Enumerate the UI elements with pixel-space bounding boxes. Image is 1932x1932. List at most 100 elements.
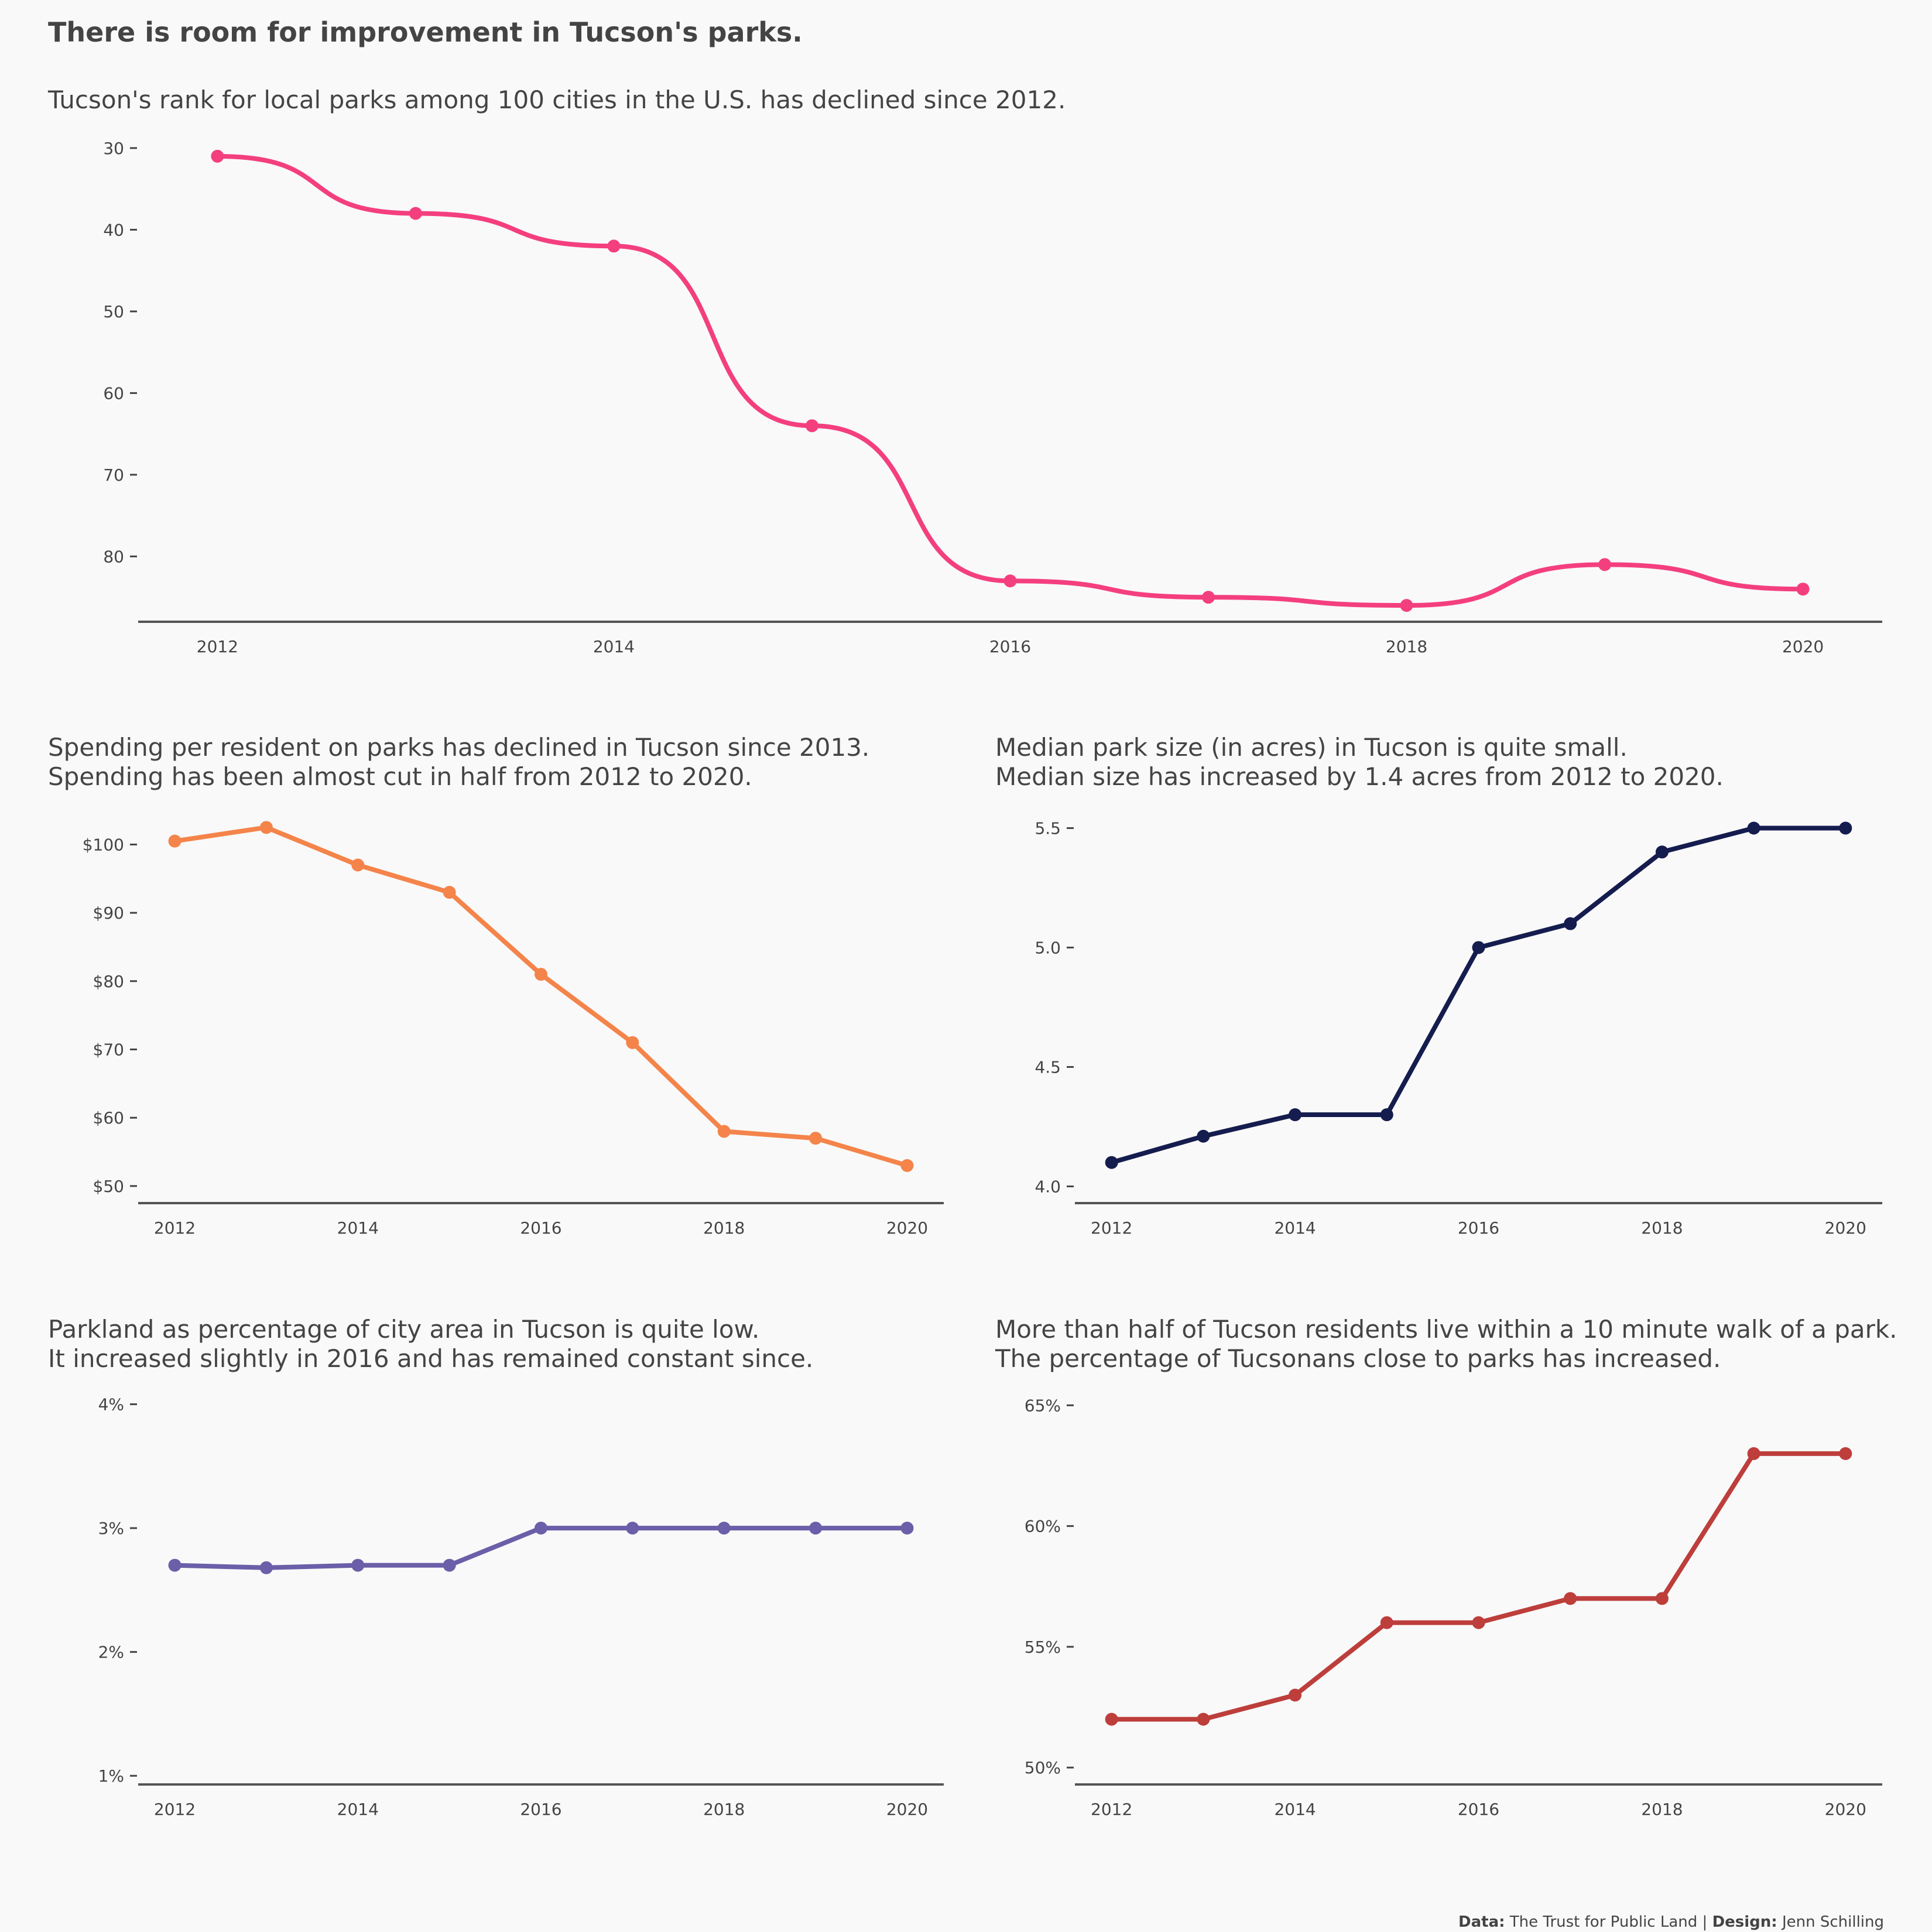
- parkland-x-tick-label: 2020: [886, 1800, 928, 1819]
- spending-data-point: [535, 968, 547, 981]
- walk-x-tick-label: 2016: [1458, 1800, 1499, 1819]
- walk-data-point: [1747, 1447, 1760, 1460]
- median-size-data-point: [1839, 821, 1852, 835]
- spending-data-point: [717, 1125, 731, 1138]
- rank-series-line: [215, 153, 1806, 608]
- median-size-data-point: [1105, 1156, 1118, 1169]
- median-size-subtitle-line-1: Median park size (in acres) in Tucson is…: [995, 733, 1628, 762]
- rank-data-point: [1003, 574, 1017, 588]
- spending-x-tick-label: 2018: [703, 1218, 745, 1238]
- rank-y-tick-label: 60: [103, 383, 124, 403]
- parkland-data-point: [717, 1522, 731, 1535]
- parkland-x-tick-label: 2012: [154, 1800, 196, 1819]
- walk-data-point: [1564, 1592, 1577, 1605]
- parkland-subtitle-line-1: Parkland as percentage of city area in T…: [48, 1315, 760, 1344]
- caption-data-label: Data:: [1458, 1913, 1505, 1931]
- walk-data-point: [1655, 1592, 1669, 1605]
- parkland-subtitle-line-2: It increased slightly in 2016 and has re…: [48, 1344, 814, 1373]
- caption-data-source: The Trust for Public Land |: [1509, 1913, 1708, 1931]
- rank-y-tick-label: 50: [103, 302, 124, 321]
- median-size-chart: 2012 2014 2016 2018 2020 4.0 4.5 5.0 5.5: [1034, 818, 1882, 1238]
- median-size-data-point: [1380, 1108, 1393, 1122]
- walk-x-tick-label: 2020: [1825, 1800, 1866, 1819]
- parkland-x-tick-label: 2018: [703, 1800, 745, 1819]
- rank-x-tick-label: 2016: [989, 637, 1031, 656]
- median-size-data-point: [1655, 845, 1669, 859]
- median-size-x-tick-label: 2014: [1274, 1218, 1316, 1238]
- rank-data-point: [805, 419, 818, 433]
- rank-y-tick-label: 70: [103, 465, 124, 485]
- walk-chart: 2012 2014 2016 2018 2020 50% 55% 60% 65%: [1025, 1396, 1882, 1819]
- parkland-data-point: [626, 1522, 639, 1535]
- rank-x-tick-label: 2018: [1386, 637, 1427, 656]
- rank-data-point: [409, 207, 422, 220]
- walk-y-tick-label: 65%: [1025, 1396, 1061, 1415]
- rank-data-point: [1796, 583, 1810, 596]
- caption: Data: The Trust for Public Land | Design…: [1458, 1913, 1884, 1931]
- spending-x-tick-label: 2012: [154, 1218, 196, 1238]
- parkland-chart-subtitle: Parkland as percentage of city area in T…: [48, 1315, 813, 1373]
- rank-x-tick-label: 2020: [1782, 637, 1824, 656]
- rank-y-tick-label: 80: [103, 547, 124, 566]
- walk-y-tick-label: 55%: [1025, 1638, 1061, 1657]
- walk-data-point: [1105, 1712, 1118, 1726]
- spending-data-point: [351, 858, 365, 872]
- median-size-data-point: [1289, 1108, 1302, 1122]
- spending-data-point: [626, 1036, 639, 1049]
- median-size-data-point: [1472, 941, 1485, 954]
- rank-data-point: [607, 239, 621, 253]
- rank-data-point: [1400, 599, 1413, 612]
- parkland-x-tick-label: 2014: [337, 1800, 379, 1819]
- parkland-data-point: [535, 1522, 547, 1535]
- spending-data-point: [443, 886, 456, 899]
- median-size-subtitle-line-2: Median size has increased by 1.4 acres f…: [995, 762, 1724, 791]
- median-size-y-tick-label: 5.5: [1034, 818, 1061, 838]
- walk-data-point: [1380, 1616, 1393, 1629]
- rank-data-point: [1202, 591, 1215, 604]
- spending-y-tick-label: $70: [93, 1040, 124, 1060]
- spending-data-point: [809, 1132, 823, 1145]
- spending-y-tick-label: $50: [93, 1177, 124, 1196]
- median-size-x-tick-label: 2018: [1641, 1218, 1683, 1238]
- median-size-x-tick-label: 2020: [1825, 1218, 1866, 1238]
- rank-y-tick-label: 30: [103, 139, 124, 158]
- spending-x-tick-label: 2020: [886, 1218, 928, 1238]
- spending-chart: 2012 2014 2016 2018 2020 $50 $60 $70 $80 $90 $100: [83, 821, 944, 1238]
- chart-title: There is room for improvement in Tucson'…: [48, 16, 803, 48]
- rank-chart-subtitle: Tucson's rank for local parks among 100 …: [48, 85, 1066, 115]
- spending-x-tick-label: 2016: [520, 1218, 561, 1238]
- spending-y-tick-label: $90: [93, 903, 124, 923]
- spending-subtitle-line-2: Spending has been almost cut in half fro…: [48, 762, 752, 791]
- spending-data-point: [168, 834, 181, 848]
- parkland-x-tick-label: 2016: [520, 1800, 561, 1819]
- rank-subtitle-line-1: Tucson's rank for local parks among 100 …: [48, 85, 1066, 114]
- parkland-data-point: [168, 1558, 181, 1572]
- parkland-y-tick-label: 4%: [98, 1395, 124, 1414]
- walk-data-point: [1289, 1688, 1302, 1702]
- parkland-data-point: [900, 1522, 914, 1535]
- median-size-y-tick-label: 5.0: [1034, 938, 1061, 957]
- median-size-data-point: [1564, 917, 1577, 930]
- walk-x-tick-label: 2012: [1091, 1800, 1132, 1819]
- caption-design-name: Jenn Schilling: [1782, 1913, 1884, 1931]
- spending-subtitle-line-1: Spending per resident on parks has decli…: [48, 733, 870, 762]
- walk-data-point: [1839, 1447, 1852, 1460]
- median-size-y-tick-label: 4.5: [1034, 1057, 1061, 1077]
- spending-series-line: [172, 825, 910, 1168]
- walk-series-line: [1109, 1451, 1848, 1722]
- spending-data-point: [259, 821, 273, 834]
- parkland-data-point: [351, 1558, 365, 1572]
- caption-design-label: Design:: [1712, 1913, 1777, 1931]
- spending-y-tick-label: $100: [83, 835, 124, 855]
- parkland-y-tick-label: 1%: [98, 1766, 124, 1786]
- median-size-data-point: [1197, 1129, 1210, 1143]
- rank-chart: 2012 2014 2016 2018 2020 30 40 50 60 70 80: [103, 139, 1882, 656]
- median-size-data-point: [1747, 821, 1760, 835]
- rank-x-tick-label: 2014: [593, 637, 635, 656]
- walk-data-point: [1472, 1616, 1485, 1629]
- median-size-x-tick-label: 2016: [1458, 1218, 1499, 1238]
- median-size-x-tick-label: 2012: [1091, 1218, 1132, 1238]
- spending-y-tick-label: $60: [93, 1108, 124, 1128]
- spending-chart-subtitle: Spending per resident on parks has decli…: [48, 733, 869, 792]
